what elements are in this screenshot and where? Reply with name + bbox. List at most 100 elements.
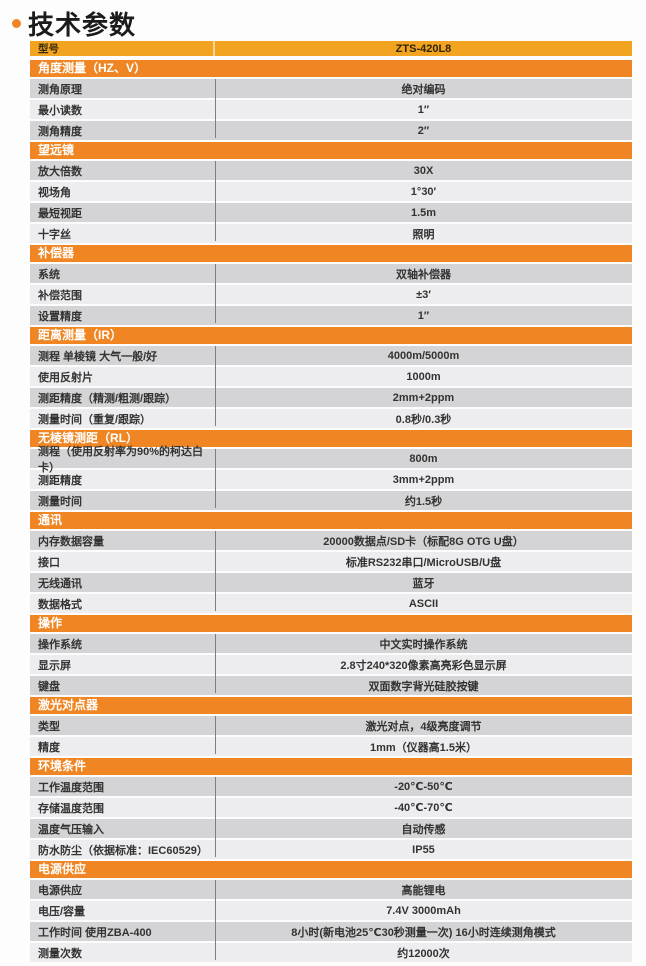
row-label: 温度气压输入 (38, 823, 104, 836)
row-label: 显示屏 (38, 659, 71, 672)
row-label: 数据格式 (38, 598, 82, 611)
row-value: -20℃-50℃ (394, 781, 453, 793)
row-label: 操作系统 (38, 638, 82, 651)
row-label: 设置精度 (38, 310, 82, 323)
spec-table: 型号 ZTS-420L8 角度测量（HZ、V） 测角原理 绝对编码 最小读数 1″ 测角精… (30, 41, 632, 964)
row-value: 绝对编码 (401, 83, 446, 96)
table-row: 工作时间 使用ZBA-400 8小时(新电池25℃30秒测量一次) 16小时连续测… (30, 922, 632, 941)
row-value: 3mm+2ppm (392, 473, 455, 486)
table-row: 测量时间 约1.5秒 (30, 491, 632, 510)
row-value: 8小时(新电池25℃30秒测量一次) 16小时连续测角模式 (291, 926, 556, 939)
table-row: 最小读数 1″ (30, 100, 632, 119)
column-divider (215, 161, 216, 241)
table-row: 设置精度 1″ (30, 306, 632, 325)
spec-section: 无棱镜测距（RL） 测程（使用反射率为90%的柯达白卡） 800m 测距精度 3mm+2… (30, 430, 632, 510)
row-label: 防水防尘（依据标准：IEC60529） (38, 844, 208, 857)
spec-section: 角度测量（HZ、V） 测角原理 绝对编码 最小读数 1″ 测角精度 2″ (30, 60, 632, 140)
table-row: 使用反射片 1000m (30, 367, 632, 386)
section-header: 望远镜 (30, 142, 632, 159)
row-value: 照明 (412, 228, 435, 241)
row-value: 0.8秒/0.3秒 (395, 413, 452, 426)
row-value: 自动传感 (401, 823, 446, 836)
section-rows: 电源供应 高能锂电 电压/容量 7.4V 3000mAh 工作时间 使用ZBA-400 8… (30, 880, 632, 962)
row-value: 1000m (406, 370, 441, 383)
table-row: 存储温度范围 -40℃-70℃ (30, 798, 632, 817)
table-row: 测角精度 2″ (30, 121, 632, 140)
row-label: 类型 (38, 720, 60, 733)
row-label: 最小读数 (38, 104, 82, 117)
table-row: 操作系统 中文实时操作系统 (30, 634, 632, 653)
row-label: 系统 (38, 268, 60, 281)
row-label: 存储温度范围 (38, 802, 104, 815)
model-label: 型号 (30, 41, 215, 56)
column-divider (215, 449, 216, 508)
row-value: 2mm+2ppm (392, 391, 455, 404)
spec-section: 操作 操作系统 中文实时操作系统 显示屏 2.8寸240*320像素高亮彩色显示屏 键盘 双… (30, 615, 632, 695)
table-row: 电源供应 高能锂电 (30, 880, 632, 899)
spec-section: 环境条件 工作温度范围 -20℃-50℃ 存储温度范围 -40℃-70℃ 温度气压输入 自动… (30, 758, 632, 859)
title-bullet-icon (12, 18, 21, 28)
table-row: 系统 双轴补偿器 (30, 264, 632, 283)
row-value: 1″ (417, 103, 430, 116)
row-value: 800m (409, 452, 438, 465)
table-row: 精度 1mm（仪器高1.5米） (30, 737, 632, 756)
row-value: 双面数字背光硅胶按键 (368, 680, 479, 693)
table-row: 测程 单棱镜 大气一般/好 4000m/5000m (30, 346, 632, 365)
table-row: 测角原理 绝对编码 (30, 79, 632, 98)
column-divider (215, 79, 216, 138)
column-divider (215, 716, 216, 754)
row-value: 7.4V 3000mAh (386, 904, 461, 917)
row-label: 测量时间 (38, 495, 82, 508)
table-row: 补偿范围 ±3′ (30, 285, 632, 304)
section-rows: 测角原理 绝对编码最小读数 1″ 测角精度 2″ (30, 79, 632, 140)
model-row: 型号 ZTS-420L8 (30, 41, 632, 56)
table-row: 类型 激光对点，4级亮度调节 (30, 716, 632, 735)
spec-section: 电源供应电源供应 高能锂电 电压/容量 7.4V 3000mAh 工作时间 使用ZBA-… (30, 861, 632, 962)
section-rows: 类型 激光对点，4级亮度调节精度 1mm（仪器高1.5米） (30, 716, 632, 756)
row-value: IP55 (412, 843, 435, 856)
section-rows: 工作温度范围 -20℃-50℃ 存储温度范围 -40℃-70℃ 温度气压输入 自动传感防水… (30, 777, 632, 859)
table-row: 工作温度范围 -20℃-50℃ (30, 777, 632, 796)
row-value: 4000m/5000m (387, 349, 460, 362)
row-value: ±3′ (416, 288, 431, 301)
table-row: 数据格式 ASCII (30, 594, 632, 613)
table-row: 电压/容量 7.4V 3000mAh (30, 901, 632, 920)
section-header: 补偿器 (30, 245, 632, 262)
row-label: 测角原理 (38, 83, 82, 96)
spec-section: 通讯 内存数据容量 20000数据点/SD卡（标配8G OTG U盘） 接口 标准RS2… (30, 512, 632, 613)
row-value: 1.5m (410, 206, 437, 219)
table-row: 防水防尘（依据标准：IEC60529） IP55 (30, 840, 632, 859)
spec-section: 距离测量（IR） 测程 单棱镜 大气一般/好 4000m/5000m 使用反射片 100… (30, 327, 632, 428)
table-row: 接口 标准RS232串口/MicroUSB/U盘 (30, 552, 632, 571)
row-label: 最短视距 (38, 207, 82, 220)
row-label: 测角精度 (38, 125, 82, 138)
row-label: 测距精度 (38, 474, 82, 487)
row-value: 约12000次 (397, 947, 450, 960)
section-rows: 系统 双轴补偿器 补偿范围 ±3′ 设置精度 1″ (30, 264, 632, 325)
row-label: 十字丝 (38, 228, 71, 241)
row-value: 标准RS232串口/MicroUSB/U盘 (345, 556, 502, 569)
section-header: 无棱镜测距（RL） (30, 430, 632, 447)
section-header: 电源供应 (30, 861, 632, 878)
table-row: 无线通讯 蓝牙 (30, 573, 632, 592)
row-value: 1°30′ (410, 185, 437, 198)
page-title-row: 技术参数 (0, 0, 646, 40)
row-label: 测量时间（重复/跟踪） (38, 413, 152, 426)
spec-section: 激光对点器 类型 激光对点，4级亮度调节 精度 1mm（仪器高1.5米） (30, 697, 632, 756)
model-value: ZTS-420L8 (395, 42, 452, 55)
section-rows: 操作系统 中文实时操作系统 显示屏 2.8寸240*320像素高亮彩色显示屏 键盘 双面数… (30, 634, 632, 695)
table-row: 显示屏 2.8寸240*320像素高亮彩色显示屏 (30, 655, 632, 674)
row-label: 视场角 (38, 186, 71, 199)
row-value: 1″ (417, 309, 430, 322)
section-rows: 测程（使用反射率为90%的柯达白卡） 800m 测距精度 3mm+2ppm 测量时间 约1… (30, 446, 632, 510)
section-rows: 测程 单棱镜 大气一般/好 4000m/5000m 使用反射片 1000m 测距精度（精… (30, 346, 632, 428)
row-value: 30X (413, 164, 434, 177)
row-value: 激光对点，4级亮度调节 (365, 720, 482, 733)
table-row: 测程（使用反射率为90%的柯达白卡） 800m (30, 446, 632, 474)
section-rows: 内存数据容量 20000数据点/SD卡（标配8G OTG U盘） 接口 标准RS232… (30, 531, 632, 613)
table-row: 测量时间（重复/跟踪） 0.8秒/0.3秒 (30, 409, 632, 428)
page-title: 技术参数 (28, 9, 137, 40)
row-value: ASCII (408, 597, 439, 610)
row-value: 高能锂电 (401, 884, 446, 897)
